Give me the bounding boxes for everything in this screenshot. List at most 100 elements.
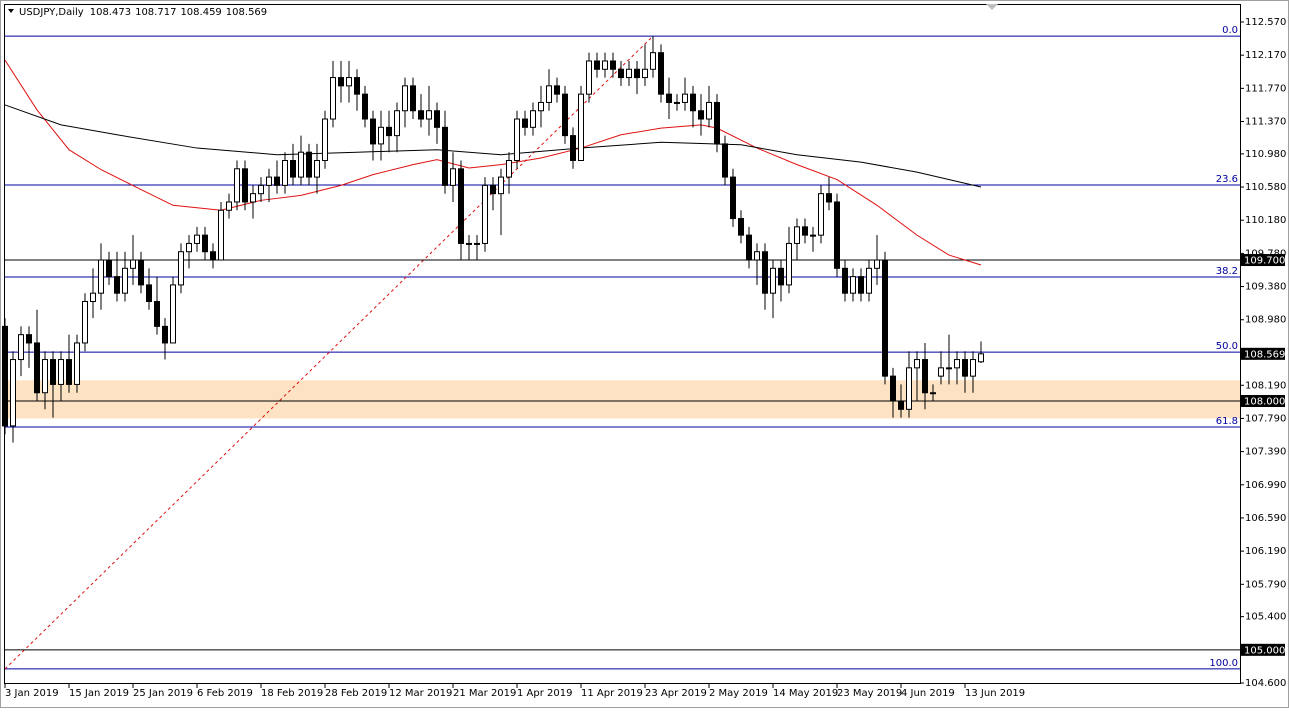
candle-body xyxy=(826,193,832,203)
price-box xyxy=(1241,395,1285,408)
candle-body xyxy=(66,359,72,385)
fib-label: 100.0 xyxy=(1209,658,1238,669)
x-tick-label: 23 May 2019 xyxy=(837,688,902,699)
fib-label: 38.2 xyxy=(1216,266,1238,277)
candle-body xyxy=(18,334,24,361)
candle-body xyxy=(562,93,568,137)
candle-body xyxy=(946,367,952,370)
candle-body xyxy=(778,267,784,286)
fib-label: 0.0 xyxy=(1222,25,1238,36)
candle-body xyxy=(962,359,968,377)
candle-body xyxy=(618,68,624,79)
x-tick-label: 13 Jun 2019 xyxy=(965,688,1025,699)
candle-body xyxy=(554,85,560,95)
shift-marker xyxy=(986,4,998,10)
x-tick-label: 25 Jan 2019 xyxy=(133,688,193,699)
candle-body xyxy=(322,118,328,162)
candle-body xyxy=(26,334,32,344)
candle-body xyxy=(466,242,472,245)
candle-body xyxy=(722,143,728,178)
price-box-label: 108.000 xyxy=(1244,397,1285,408)
candle-body xyxy=(482,184,488,244)
candle-body xyxy=(394,110,400,137)
candle-body xyxy=(890,375,896,402)
x-tick-label: 23 Apr 2019 xyxy=(645,688,707,699)
y-tick-label: 112.570 xyxy=(1245,17,1286,28)
candle-body xyxy=(546,85,552,103)
x-tick-label: 3 Jan 2019 xyxy=(5,688,59,699)
x-tick-label: 18 Feb 2019 xyxy=(261,688,323,699)
candle-body xyxy=(610,60,616,70)
y-tick-label: 106.990 xyxy=(1245,480,1286,491)
candle-body xyxy=(954,359,960,369)
candle-body xyxy=(10,359,16,427)
candle-body xyxy=(978,353,984,363)
candle-body xyxy=(90,292,96,302)
x-tick-label: 1 Apr 2019 xyxy=(517,688,572,699)
candle-body xyxy=(898,400,904,410)
x-tick-label: 2 May 2019 xyxy=(709,688,768,699)
candle-body xyxy=(906,367,912,410)
candle-body xyxy=(522,118,528,128)
candle-body xyxy=(498,176,504,195)
candle-body xyxy=(914,359,920,369)
candle-body xyxy=(50,359,56,385)
candle-body xyxy=(970,359,976,377)
last-price-label: 108.569 xyxy=(1244,349,1285,360)
candle-body xyxy=(634,68,640,79)
y-tick-label: 104.600 xyxy=(1245,678,1286,689)
moving-average xyxy=(4,104,982,188)
x-tick-label: 6 Feb 2019 xyxy=(197,688,253,699)
candle-body xyxy=(746,234,752,261)
high: 108.717 xyxy=(135,7,176,18)
candle-body xyxy=(450,168,456,186)
y-tick-label: 108.190 xyxy=(1245,380,1286,391)
candle-body xyxy=(242,168,248,203)
y-tick-label: 111.770 xyxy=(1245,83,1286,94)
candle-body xyxy=(922,359,928,394)
candle-body xyxy=(42,359,48,394)
fib-label: 50.0 xyxy=(1216,341,1238,352)
candle-body xyxy=(938,367,944,377)
candle-body xyxy=(874,259,880,269)
candle-body xyxy=(410,85,416,112)
candle-body xyxy=(82,300,88,344)
low: 108.459 xyxy=(180,7,221,18)
candle-body xyxy=(570,135,576,162)
candle-body xyxy=(338,77,344,87)
y-tick-label: 109.780 xyxy=(1245,248,1286,259)
candle-body xyxy=(162,325,168,344)
support-zone xyxy=(4,380,1240,419)
menu-arrow[interactable] xyxy=(8,9,14,13)
candle-body xyxy=(474,242,480,245)
candle-body xyxy=(578,93,584,162)
header: USDJPY,Daily 108.473 108.717 108.459 108.569 xyxy=(19,7,267,18)
candle-body xyxy=(794,226,800,244)
price-box xyxy=(1241,643,1285,656)
candle-body xyxy=(354,77,360,95)
candle-body xyxy=(642,68,648,79)
candle-body xyxy=(786,242,792,286)
price-box xyxy=(1241,254,1285,267)
candle-body xyxy=(858,276,864,294)
candle-body xyxy=(866,267,872,294)
candle-body xyxy=(658,52,664,95)
candle-body xyxy=(698,110,704,120)
y-tick-label: 106.190 xyxy=(1245,546,1286,557)
x-tick-label: 4 Jun 2019 xyxy=(901,688,955,699)
candle-body xyxy=(690,93,696,112)
candle-body xyxy=(442,126,448,186)
candle-body xyxy=(850,276,856,294)
candle-body xyxy=(202,234,208,253)
symbol: USDJPY,Daily xyxy=(19,7,84,18)
x-tick-label: 14 May 2019 xyxy=(773,688,838,699)
candle-body xyxy=(714,101,720,145)
candle-body xyxy=(274,176,280,186)
candle-body xyxy=(458,168,464,244)
x-tick-label: 15 Jan 2019 xyxy=(69,688,129,699)
candle-body xyxy=(122,267,128,294)
candle-body xyxy=(514,118,520,162)
y-tick-label: 110.980 xyxy=(1245,149,1286,160)
